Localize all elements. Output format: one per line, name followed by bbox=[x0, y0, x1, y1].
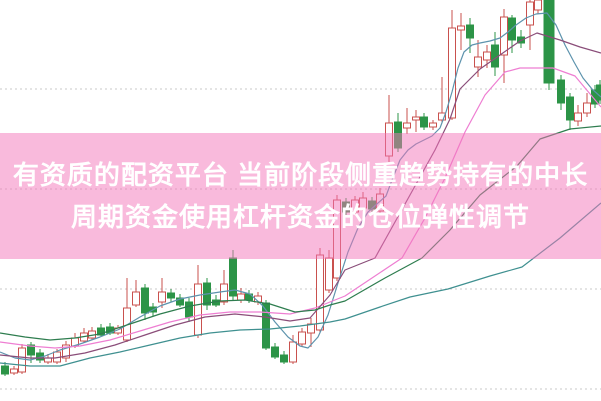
candle-up bbox=[18, 347, 26, 373]
candle-up bbox=[316, 254, 324, 331]
candle-down bbox=[167, 292, 175, 299]
candle-down bbox=[491, 44, 499, 68]
caption-line-2: 周期资金使用杠杆资金的仓位弹性调节 bbox=[70, 202, 530, 232]
candle-down bbox=[420, 116, 428, 128]
candle-up bbox=[583, 102, 591, 114]
caption-line-1: 有资质的配资平台 当前阶段侧重趋势持有的中长 bbox=[12, 160, 589, 190]
candle-up bbox=[298, 331, 306, 345]
candle-down bbox=[271, 346, 279, 358]
candle-up bbox=[438, 112, 446, 121]
candle-up bbox=[403, 122, 411, 129]
candle-down bbox=[596, 84, 601, 101]
ma-teal-line bbox=[0, 202, 601, 367]
candle-down bbox=[141, 287, 149, 314]
candle-up bbox=[429, 122, 437, 128]
candle-up bbox=[474, 56, 482, 68]
candle-down bbox=[543, 0, 555, 84]
caption-banner-overlay: 有资质的配资平台 当前阶段侧重趋势持有的中长 周期资金使用杠杆资金的仓位弹性调节 bbox=[0, 133, 601, 259]
candle-up bbox=[132, 291, 140, 306]
ma-pink-line bbox=[0, 67, 601, 349]
candle-up bbox=[289, 341, 297, 363]
candle-down bbox=[1, 365, 9, 375]
candle-up bbox=[483, 51, 491, 61]
candle-up bbox=[194, 283, 202, 336]
candle-down bbox=[466, 24, 474, 39]
candle-down bbox=[557, 79, 565, 104]
candle-up bbox=[526, 1, 534, 26]
candle-up bbox=[158, 291, 166, 303]
candle-up bbox=[457, 25, 465, 31]
candle-down bbox=[97, 327, 105, 336]
candle-down bbox=[566, 96, 574, 121]
candle-up bbox=[237, 293, 245, 301]
candle-up bbox=[62, 344, 70, 359]
candle-up bbox=[325, 257, 333, 291]
candle-up bbox=[574, 112, 582, 122]
candle-up bbox=[448, 27, 456, 119]
candle-down bbox=[176, 297, 184, 306]
candle-down bbox=[280, 354, 288, 363]
candle-up bbox=[500, 16, 508, 56]
ma-purple-line bbox=[0, 32, 601, 359]
candle-down bbox=[27, 344, 35, 356]
candle-up bbox=[10, 368, 18, 374]
candle-up bbox=[534, 0, 542, 11]
candle-up bbox=[412, 116, 420, 121]
candle-down bbox=[185, 301, 193, 318]
candle-up bbox=[220, 283, 228, 303]
